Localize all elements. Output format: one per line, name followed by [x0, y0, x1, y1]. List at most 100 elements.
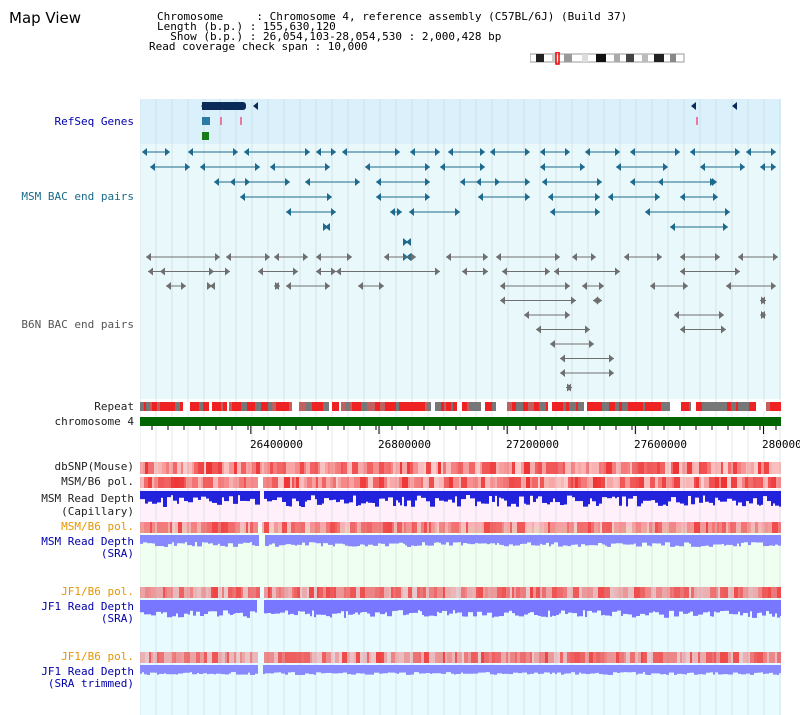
polymorphism-cell: [273, 462, 277, 474]
polymorphism-cell: [291, 522, 295, 533]
track-label-jf1-depth-sra-2[interactable]: (SRA): [100, 612, 134, 625]
polymorphism-cell: [704, 477, 709, 488]
depth-bar: [664, 665, 666, 674]
depth-bar: [483, 665, 486, 673]
polymorphism-cell: [391, 587, 393, 598]
polymorphism-cell: [651, 462, 657, 474]
polymorphism-cell: [727, 477, 731, 488]
gene-block: [220, 102, 246, 110]
polymorphism-cell: [671, 462, 673, 474]
msm-bac-pair-end: [286, 208, 291, 216]
depth-bar: [758, 665, 761, 673]
polymorphism-cell: [302, 587, 307, 598]
track-label-jf1-depth-trim-2[interactable]: (SRA trimmed): [47, 677, 134, 690]
repeat-segment: [334, 402, 339, 411]
depth-bar: [477, 491, 481, 502]
polymorphism-cell: [172, 652, 174, 663]
gene-mark: [220, 117, 222, 125]
depth-bar: [457, 600, 462, 613]
polymorphism-cell: [777, 652, 781, 663]
polymorphism-cell: [157, 522, 163, 533]
repeat-segment: [323, 402, 329, 411]
polymorphism-cell: [594, 522, 598, 533]
track-label-refseq[interactable]: RefSeq Genes: [54, 115, 134, 128]
genome-track-panel[interactable]: [140, 99, 781, 715]
polymorphism-cell: [495, 477, 497, 488]
depth-bar: [152, 491, 157, 504]
b6n-bac-pair-end: [496, 253, 501, 261]
polymorphism-cell: [492, 652, 495, 663]
polymorphism-cell: [662, 522, 666, 533]
depth-bar: [579, 600, 583, 617]
polymorphism-cell: [192, 477, 198, 488]
depth-bar: [453, 535, 458, 543]
repeat-segment: [180, 402, 183, 411]
depth-bar: [210, 600, 215, 612]
depth-bar: [206, 491, 209, 499]
polymorphism-cell: [699, 462, 701, 474]
polymorphism-cell: [728, 522, 730, 533]
depth-bar: [477, 600, 482, 612]
polymorphism-cell: [174, 652, 176, 663]
polymorphism-cell: [526, 652, 530, 663]
track-label-b6n-bac[interactable]: B6N BAC end pairs: [21, 318, 134, 331]
polymorphism-cell: [190, 652, 196, 663]
depth-bar: [360, 665, 365, 674]
chromosome-ideogram[interactable]: [530, 52, 690, 66]
depth-bar: [565, 600, 568, 614]
msm-bac-pair-end: [616, 163, 621, 171]
depth-bar: [351, 665, 356, 675]
repeat-segment: [624, 402, 628, 411]
depth-bar: [674, 600, 679, 617]
repeat-segment: [292, 402, 299, 411]
polymorphism-cell: [300, 462, 304, 474]
polymorphism-cell: [653, 652, 659, 663]
polymorphism-cell: [163, 587, 165, 598]
track-label-jf1-depth-trim-1[interactable]: JF1 Read Depth: [41, 665, 134, 678]
polymorphism-cell: [154, 462, 158, 474]
b6n-bac-pairs: [146, 253, 778, 392]
depth-bar: [178, 600, 181, 618]
polymorphism-cell: [356, 652, 360, 663]
depth-bar: [524, 600, 528, 615]
track-label-msm-depth-sra-1[interactable]: MSM Read Depth: [41, 535, 134, 548]
depth-bar: [583, 600, 585, 611]
depth-bar: [179, 491, 184, 498]
depth-bar: [309, 535, 312, 543]
polymorphism-cell: [769, 462, 772, 474]
repeat-segment: [199, 402, 203, 411]
msm-bac-pair-end: [365, 163, 370, 171]
info-show-range: Show (b.p.) : 26,054,103-28,054,530 : 2,…: [157, 30, 502, 43]
depth-bar: [690, 665, 694, 673]
depth-bar: [392, 600, 394, 612]
b6n-bac-pair-end: [680, 267, 685, 276]
track-label-jf1-depth-sra-1[interactable]: JF1 Read Depth: [41, 600, 134, 613]
polymorphism-cell: [674, 477, 680, 488]
depth-bar: [611, 535, 616, 544]
repeat-segment: [569, 402, 576, 411]
depth-bar: [499, 600, 504, 617]
polymorphism-cell: [581, 462, 584, 474]
polymorphism-cell: [739, 652, 743, 663]
depth-bar: [311, 491, 315, 496]
b6n-bac-pair-end: [536, 325, 541, 334]
track-backgrounds: [140, 99, 781, 715]
polymorphism-cell: [384, 477, 387, 488]
track-label-msm-bac[interactable]: MSM BAC end pairs: [21, 190, 134, 203]
polymorphism-cell: [182, 522, 185, 533]
depth-bar: [436, 665, 441, 674]
track-label-msm-depth-sra-2[interactable]: (SRA): [100, 547, 134, 560]
depth-bar: [168, 665, 172, 675]
depth-bar: [677, 665, 680, 674]
gene-arrow: [201, 102, 206, 110]
polymorphism-cell: [412, 522, 414, 533]
repeat-segment: [474, 402, 481, 411]
polymorphism-cell: [150, 522, 152, 533]
depth-bar: [238, 491, 240, 496]
depth-bar: [567, 491, 572, 496]
polymorphism-cell: [680, 652, 682, 663]
polymorphism-cell: [364, 462, 367, 474]
depth-bar: [198, 491, 201, 500]
repeat-segment: [657, 402, 661, 411]
depth-bar: [541, 600, 546, 617]
